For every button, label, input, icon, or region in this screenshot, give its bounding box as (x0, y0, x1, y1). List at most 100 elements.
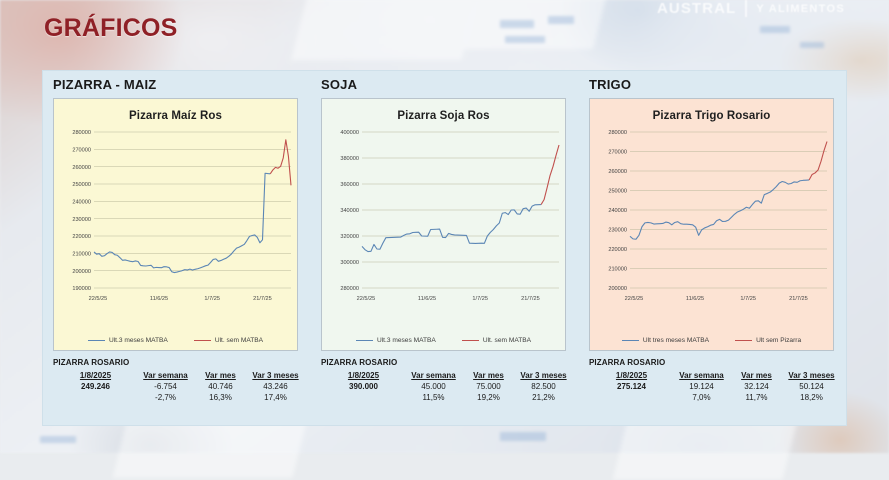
y-tick-label: 210000 (72, 252, 91, 258)
table-cell: 18,2% (800, 393, 823, 402)
table-maiz: 1/8/2025 Var semana Var mes Var 3 meses … (53, 370, 303, 403)
y-tick-label: 360000 (340, 182, 359, 188)
legend-label-red-maiz: Ult. sem MATBA (214, 337, 264, 344)
table-cell: 19,2% (477, 393, 500, 402)
table-cell (321, 392, 406, 403)
y-tick-label: 220000 (72, 234, 91, 240)
y-tick-label: 190000 (72, 286, 91, 292)
table-cell: 249.246 (81, 382, 110, 391)
table-cell: 16,3% (209, 393, 232, 402)
table-header-cell: Var semana (679, 371, 724, 380)
column-maiz: PIZARRA - MAIZ Pizarra Maíz Ros 190000 20… (43, 71, 311, 425)
series-line (361, 203, 542, 253)
series-line (93, 172, 271, 274)
table-trigo: 1/8/2025 Var semana Var mes Var 3 meses … (589, 370, 839, 403)
x-tick-label: 22/5/25 (89, 296, 108, 302)
y-tick-label: 210000 (608, 267, 627, 273)
table-header-cell: Var 3 meses (520, 371, 567, 380)
plot-maiz: 190000 200000 210000 220000 230000 240000 2500… (54, 126, 297, 304)
y-tick-label: 230000 (608, 228, 627, 234)
table-row: 390.000 45.000 75.000 82.500 (321, 381, 571, 392)
table-header-cell: Var 3 meses (252, 371, 299, 380)
table-row: 11,5% 19,2% 21,2% (321, 392, 571, 403)
series-line (269, 139, 292, 186)
y-tick-label: 200000 (72, 269, 91, 275)
series-line (629, 179, 810, 240)
table-cell: 43.246 (263, 382, 288, 391)
chart-svg-maiz: 190000 200000 210000 220000 230000 240000 2500… (72, 130, 292, 302)
table-header-cell: Var 3 meses (788, 371, 835, 380)
x-tick-label: 22/5/25 (357, 296, 376, 302)
plot-trigo: 200000 210000 220000 230000 240000 250000 2600… (590, 126, 833, 304)
charts-panel: PIZARRA - MAIZ Pizarra Maíz Ros 190000 20… (42, 70, 847, 426)
series-line (808, 141, 828, 181)
data-table-soja: PIZARRA ROSARIO 1/8/2025 Var semana Var … (321, 358, 571, 403)
table-cell: 275.124 (617, 382, 646, 391)
table-row: 275.124 19.124 32.124 50.124 (589, 381, 839, 392)
table-cell: 11,5% (422, 393, 445, 402)
legend-label-blue-trigo: Ult tres meses MATBA (642, 337, 710, 344)
y-tick-label: 300000 (340, 260, 359, 266)
table-row: -2,7% 16,3% 17,4% (53, 392, 303, 403)
table-cell: 32.124 (744, 382, 769, 391)
y-tick-label: 240000 (608, 208, 627, 214)
chart-svg-soja: 280000 300000 320000 340000 360000 380000 4000… (340, 130, 560, 302)
table-title-soja: PIZARRA ROSARIO (321, 358, 398, 367)
chart-legend-maiz: Ult.3 meses MATBA Ult. sem MATBA (54, 337, 297, 344)
column-soja: SOJA Pizarra Soja Ros 280000 300000 320000… (311, 71, 579, 425)
chart-legend-trigo: Ult tres meses MATBA Ult sem Pizarra (590, 337, 833, 344)
x-tick-label: 11/6/25 (150, 296, 168, 302)
y-tick-label: 240000 (72, 200, 91, 206)
chart-card-maiz: Pizarra Maíz Ros 190000 200000 210000 22000… (53, 98, 298, 351)
y-tick-label: 340000 (340, 208, 359, 214)
table-soja: 1/8/2025 Var semana Var mes Var 3 meses … (321, 370, 571, 403)
table-title-maiz: PIZARRA ROSARIO (53, 358, 130, 367)
legend-item-blue-maiz: Ult.3 meses MATBA (87, 337, 168, 344)
table-cell: 7,0% (692, 393, 711, 402)
x-tick-label: 1/7/25 (204, 296, 220, 302)
table-cell: -2,7% (155, 393, 176, 402)
table-row: 249.246 -6.754 40.746 43.246 (53, 381, 303, 392)
legend-swatch-red-icon (193, 340, 211, 341)
chart-title-trigo: Pizarra Trigo Rosario (652, 110, 771, 122)
table-cell: 17,4% (264, 393, 287, 402)
table-cell (589, 392, 674, 403)
table-cell: 21,2% (532, 393, 555, 402)
legend-label-red-trigo: Ult sem Pizarra (756, 337, 802, 344)
table-cell: 50.124 (799, 382, 824, 391)
x-tick-label: 11/6/25 (418, 296, 436, 302)
legend-item-red-maiz: Ult. sem MATBA (193, 337, 264, 344)
legend-label-blue-soja: Ult.3 meses MATBA (376, 337, 436, 344)
chart-title-maiz: Pizarra Maíz Ros (129, 110, 222, 122)
x-tick-label: 22/5/25 (625, 296, 644, 302)
y-tick-label: 270000 (72, 148, 91, 154)
brand-logo-sub: Y ALIMENTOS (756, 2, 845, 15)
legend-item-red-soja: Ult. sem MATBA (461, 337, 532, 344)
column-header-maiz: PIZARRA - MAIZ (53, 77, 157, 92)
y-tick-label: 400000 (340, 130, 359, 136)
table-cell: 45.000 (421, 382, 446, 391)
table-header-row: 1/8/2025 Var semana Var mes Var 3 meses (321, 370, 571, 381)
y-tick-label: 280000 (340, 286, 359, 292)
legend-label-red-soja: Ult. sem MATBA (482, 337, 532, 344)
x-tick-label: 21/7/25 (521, 296, 540, 302)
page-title: GRÁFICOS (44, 14, 178, 42)
table-cell: 390.000 (349, 382, 378, 391)
legend-label-blue-maiz: Ult.3 meses MATBA (108, 337, 168, 344)
chart-card-soja: Pizarra Soja Ros 280000 300000 320000 34000… (321, 98, 566, 351)
legend-item-blue-trigo: Ult tres meses MATBA (621, 337, 710, 344)
legend-swatch-blue-icon (355, 340, 373, 341)
table-cell: 11,7% (745, 393, 768, 402)
legend-item-red-trigo: Ult sem Pizarra (735, 337, 801, 344)
table-header-row: 1/8/2025 Var semana Var mes Var 3 meses (53, 370, 303, 381)
x-tick-label: 11/6/25 (686, 296, 704, 302)
x-tick-label: 1/7/25 (472, 296, 488, 302)
table-header-cell: Var mes (205, 371, 236, 380)
y-tick-label: 200000 (608, 286, 627, 292)
table-cell (53, 392, 138, 403)
y-tick-label: 280000 (72, 130, 91, 136)
legend-item-blue-soja: Ult.3 meses MATBA (355, 337, 436, 344)
table-cell: 82.500 (531, 382, 556, 391)
y-tick-label: 230000 (72, 217, 91, 223)
table-header-cell: Var semana (143, 371, 188, 380)
